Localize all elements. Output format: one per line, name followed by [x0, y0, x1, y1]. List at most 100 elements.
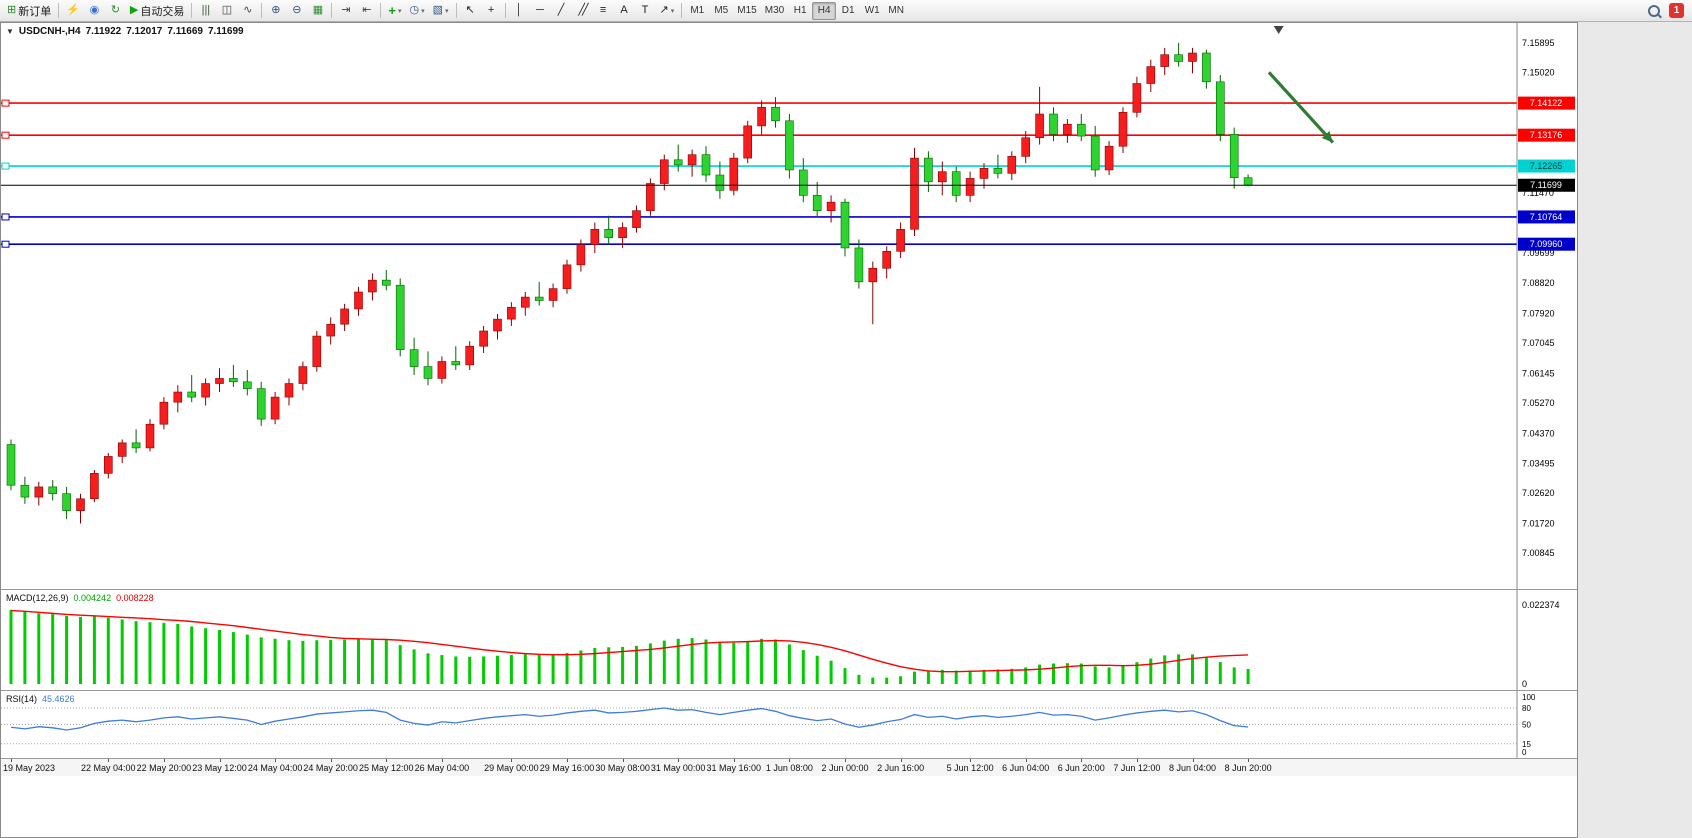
chart-shift-marker[interactable]	[1273, 26, 1284, 34]
svg-text:7.00845: 7.00845	[1522, 548, 1555, 558]
tf-d1-button[interactable]: D1	[836, 2, 860, 20]
svg-text:7.13176: 7.13176	[1530, 130, 1563, 140]
hline-7.14122[interactable]	[1, 99, 1517, 107]
macd-panel[interactable]: 0.022374 0 MACD(12,26,9) 0.004242 0.00822…	[1, 590, 1577, 691]
chart-window: 7.15895 7.15020 7.11470 7.09699 7.08820 7.079…	[0, 22, 1578, 838]
macd-label: MACD(12,26,9) 0.004242 0.008228	[6, 593, 154, 603]
rsi-panel[interactable]: 100 80 50 15 0 RSI(14) 45.4626	[1, 691, 1577, 759]
macd-axis-labels: 0.022374 0	[1522, 600, 1560, 689]
channel-icon: ╱╱	[578, 4, 588, 16]
refresh-icon: ↻	[110, 4, 121, 16]
cursor-icon: ↖	[465, 4, 475, 16]
tf-h1-button[interactable]: H1	[788, 2, 812, 20]
line-chart-mode-button[interactable]: ∿	[237, 2, 258, 20]
svg-text:7.14122: 7.14122	[1530, 98, 1563, 108]
notification-badge[interactable]: 1	[1669, 3, 1684, 18]
arrow-annotation[interactable]	[1267, 71, 1335, 144]
svg-text:7.15020: 7.15020	[1522, 68, 1555, 78]
hline-7.10764[interactable]	[1, 213, 1517, 221]
chevron-down-icon[interactable]: ▾	[421, 7, 425, 15]
crosshair-button[interactable]: +	[481, 2, 502, 20]
new-order-icon: ⊞	[7, 4, 17, 16]
time-axis-label: 6 Jun 20:00	[1057, 763, 1105, 773]
clock-icon: ◷	[409, 4, 420, 16]
rsi-line	[10, 707, 1249, 731]
tf-m30-button[interactable]: M30	[761, 2, 788, 20]
tf-m15-button[interactable]: M15	[733, 2, 760, 20]
trendline-button[interactable]: ╱	[551, 2, 572, 20]
time-tick	[1136, 759, 1138, 762]
macd-canvas[interactable]: 0.022374 0	[1, 590, 1577, 690]
tf-w1-button[interactable]: W1	[860, 2, 884, 20]
hline-7.09960[interactable]	[1, 240, 1517, 248]
main-chart-panel[interactable]: 7.15895 7.15020 7.11470 7.09699 7.08820 7.079…	[1, 23, 1577, 590]
zoom-out-icon: ⊖	[292, 4, 302, 16]
time-tick	[622, 759, 624, 762]
tf-mn-button[interactable]: MN	[884, 2, 908, 20]
crosshair-icon: +	[487, 4, 495, 16]
time-axis-label: 1 Jun 08:00	[765, 763, 813, 773]
text-button[interactable]: A	[614, 2, 635, 20]
arrow-objects-button[interactable]: ↗ ▾	[656, 2, 679, 20]
svg-text:0: 0	[1522, 679, 1527, 689]
profiles-icon: ◉	[89, 4, 100, 16]
chart-title: ▼ USDCNH-,H4 7.11922 7.12017 7.11669 7.1…	[6, 26, 244, 37]
tile-windows-button[interactable]: ▦	[307, 2, 328, 20]
time-tick	[1192, 759, 1194, 762]
chevron-down-icon[interactable]: ▾	[397, 7, 402, 15]
main-chart-canvas[interactable]: 7.15895 7.15020 7.11470 7.09699 7.08820 7.079…	[1, 23, 1577, 589]
templates-button[interactable]: ▧ ▾	[429, 2, 453, 20]
periods-button[interactable]: ◷ ▾	[406, 2, 429, 20]
one-click-collapse-icon[interactable]: ▼	[6, 27, 14, 36]
horizontal-line-icon: ─	[536, 4, 544, 16]
candles	[6, 42, 1253, 524]
time-axis-label: 31 May 16:00	[706, 763, 762, 773]
toolbar-separator	[380, 3, 382, 18]
workspace-background	[1578, 22, 1692, 838]
hline-7.12265[interactable]	[1, 162, 1517, 170]
chevron-down-icon[interactable]: ▾	[670, 7, 675, 15]
new-order-button[interactable]: ⊞ 新订单	[3, 2, 55, 20]
vertical-line-button[interactable]: │	[509, 2, 530, 20]
auto-trading-button[interactable]: ▶ 自动交易	[126, 2, 188, 20]
channel-button[interactable]: ╱╱	[572, 2, 593, 20]
symbol-period-label: USDCNH-,H4	[18, 26, 81, 37]
auto-scroll-button[interactable]: ⇥	[335, 2, 356, 20]
auto-trading-label: 自动交易	[140, 5, 185, 18]
svg-text:0.022374: 0.022374	[1522, 600, 1560, 610]
svg-text:7.11470: 7.11470	[1522, 188, 1554, 198]
chevron-down-icon[interactable]: ▾	[445, 7, 449, 15]
chart-shift-icon: ⇤	[362, 4, 372, 16]
search-button[interactable]	[1643, 2, 1664, 20]
time-tick	[733, 759, 735, 762]
svg-text:7.09960: 7.09960	[1530, 239, 1563, 249]
fibonacci-button[interactable]: ≡	[593, 2, 614, 20]
chart-shift-button[interactable]: ⇤	[356, 2, 377, 20]
tf-m1-button[interactable]: M1	[685, 2, 709, 20]
svg-text:7.07045: 7.07045	[1522, 338, 1555, 348]
svg-text:50: 50	[1522, 721, 1531, 730]
indicators-button[interactable]: + ▾	[384, 2, 405, 20]
svg-text:0: 0	[1522, 748, 1527, 757]
hline-7.13176[interactable]	[1, 131, 1517, 139]
rsi-label: RSI(14) 45.4626	[6, 694, 75, 704]
candlestick-mode-button[interactable]: ◫	[216, 2, 237, 20]
cursor-button[interactable]: ↖	[460, 2, 481, 20]
tf-h4-button[interactable]: H4	[812, 1, 837, 20]
horizontal-line-button[interactable]: ─	[530, 2, 551, 20]
market-watch-icon: ⚡	[66, 4, 80, 16]
refresh-button[interactable]: ↻	[105, 2, 126, 20]
profiles-button[interactable]: ◉	[84, 2, 105, 20]
ohlc-close: 7.11699	[207, 26, 244, 37]
time-axis[interactable]: 19 May 2023 22 May 04:00 22 May 20:00 23 Ma…	[1, 759, 1577, 776]
time-tick	[845, 759, 846, 762]
rsi-axis-labels: 100 80 50 150	[1522, 693, 1536, 757]
bar-chart-mode-button[interactable]: |||	[195, 2, 216, 20]
zoom-in-button[interactable]: ⊕	[265, 2, 286, 20]
zoom-out-button[interactable]: ⊖	[286, 2, 307, 20]
tf-m5-button[interactable]: M5	[709, 2, 733, 20]
time-tick	[1248, 759, 1250, 762]
rsi-canvas[interactable]: 100 80 50 150	[1, 691, 1577, 758]
text-label-button[interactable]: T	[635, 2, 656, 20]
market-watch-button[interactable]: ⚡	[62, 2, 84, 20]
